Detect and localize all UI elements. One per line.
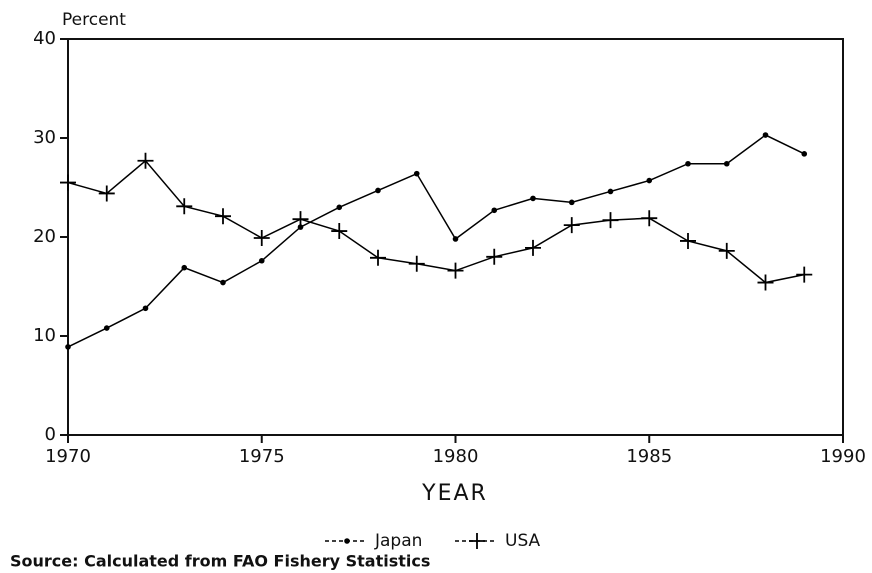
series-line [67,159,805,284]
plus-marker [331,223,348,240]
plus-marker [757,274,774,291]
dot-marker [181,264,188,271]
dot-marker [801,151,808,157]
dot-marker [685,160,691,167]
dot-marker [568,199,575,206]
plus-marker [718,242,735,259]
dot-marker [530,195,536,202]
y-tick-label: 40 [33,28,56,49]
dot-marker [413,170,420,177]
plus-marker [408,255,425,272]
y-tick-label: 20 [33,226,56,247]
x-tick-label: 1970 [45,446,91,467]
y-axis-label: Percent [62,10,126,30]
x-tick-label: 1975 [239,446,285,467]
dot-marker [646,177,653,184]
dot-marker [142,305,149,312]
plus-marker [563,217,580,234]
dot-marker [723,160,730,167]
plus-marker [98,185,115,202]
plus-marker [641,210,658,227]
dot-marker [607,188,614,195]
plus-marker [137,152,154,169]
plus-marker [796,266,813,283]
plus-marker [292,211,309,228]
plus-marker [525,239,541,256]
plus-marker [253,229,270,246]
source-note: Source: Calculated from FAO Fishery Stat… [10,552,430,571]
plus-marker [469,533,485,549]
x-tick-label: 1980 [433,446,479,467]
plus-marker [486,248,503,265]
dot-marker [220,279,226,286]
legend-label: USA [505,531,541,551]
y-tick-label: 10 [33,325,56,346]
dot-marker [65,344,71,350]
dot-marker [491,207,498,214]
plus-marker [370,249,386,266]
y-tick-label: 30 [33,127,56,148]
dot-marker [762,132,769,138]
dot-marker [103,325,110,331]
x-tick-label: 1990 [820,446,866,467]
plus-marker [602,212,619,229]
series-line [67,134,805,348]
x-tick-label: 1985 [626,446,672,467]
plus-marker [680,232,696,249]
dot-marker [375,187,381,194]
plus-marker [176,198,193,215]
dot-marker [258,257,265,264]
plus-marker [60,174,76,191]
dot-marker [452,236,459,242]
plus-marker [215,208,231,225]
x-axis-label: YEAR [421,481,488,506]
dot-marker [336,204,343,211]
dot-marker [344,538,350,544]
y-tick-label: 0 [45,424,56,445]
plus-marker [447,262,464,279]
legend-label: Japan [374,531,422,551]
